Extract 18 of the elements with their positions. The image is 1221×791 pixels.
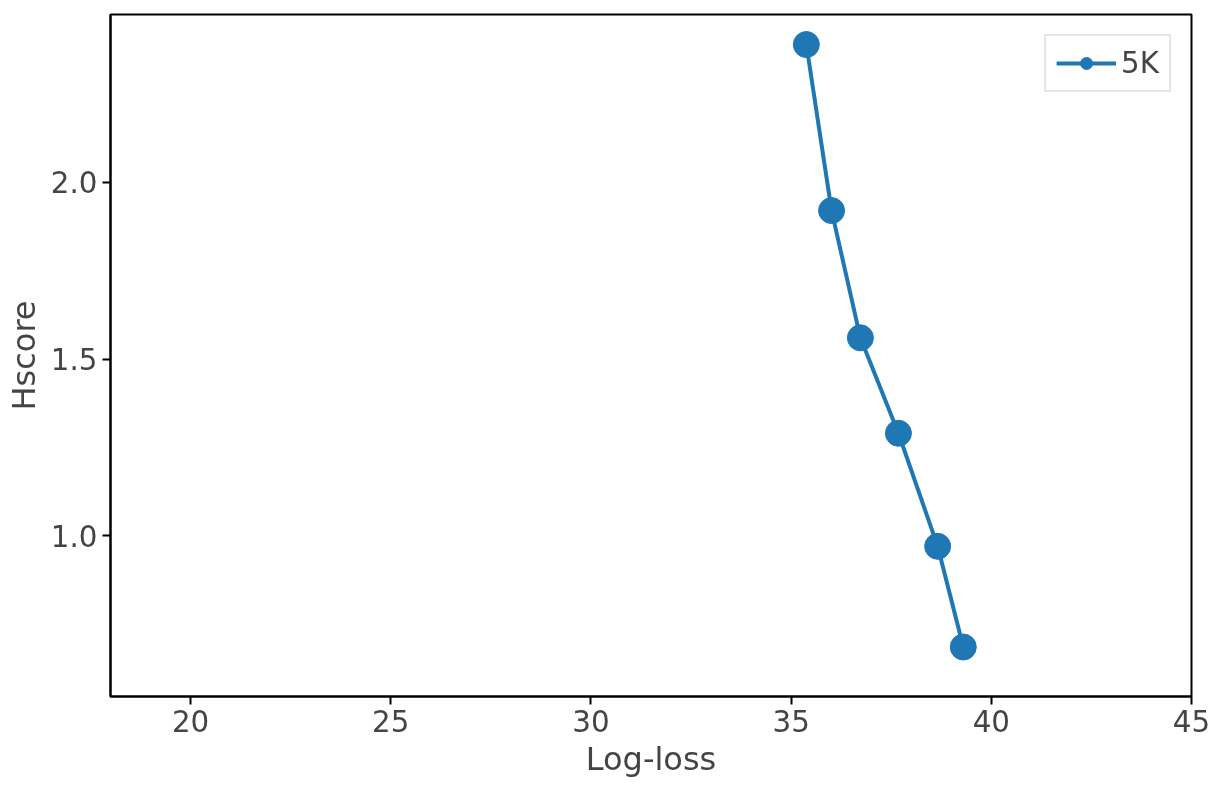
x-tick-label: 25 — [372, 704, 410, 739]
point — [924, 532, 952, 560]
legend-label: 5K — [1121, 46, 1159, 80]
point — [949, 633, 977, 661]
point — [792, 31, 820, 59]
x-axis-title: Log-loss — [585, 739, 717, 778]
point — [884, 419, 912, 447]
x-tick-label: 30 — [572, 704, 610, 739]
x-tick-label: 45 — [1172, 704, 1211, 739]
point — [846, 324, 874, 352]
y-axis-title: Hscore — [4, 300, 43, 411]
y-tick-label: 1.0 — [50, 519, 98, 554]
x-tick-label: 40 — [972, 704, 1010, 739]
y-tick-label: 2.0 — [50, 166, 98, 201]
point — [818, 197, 846, 225]
x-tick-label: 35 — [772, 704, 810, 739]
y-tick-label: 1.5 — [50, 343, 98, 378]
x-tick-label: 20 — [171, 704, 210, 739]
